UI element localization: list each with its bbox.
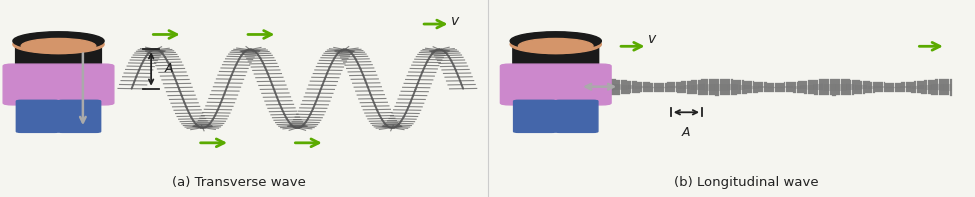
Circle shape [13,32,104,50]
Text: (a) Transverse wave: (a) Transverse wave [172,176,306,189]
Circle shape [510,35,602,54]
FancyBboxPatch shape [3,64,114,105]
Circle shape [13,35,104,54]
FancyBboxPatch shape [58,100,100,132]
FancyBboxPatch shape [514,100,557,132]
Circle shape [21,38,96,54]
Text: A: A [682,126,690,139]
Text: v: v [451,14,459,28]
FancyBboxPatch shape [16,42,101,88]
FancyBboxPatch shape [17,100,59,132]
FancyBboxPatch shape [555,100,598,132]
Text: v: v [648,32,656,46]
FancyBboxPatch shape [513,42,599,88]
Text: (b) Longitudinal wave: (b) Longitudinal wave [674,176,818,189]
Circle shape [519,38,593,54]
FancyBboxPatch shape [500,64,611,105]
Circle shape [510,32,602,50]
Text: A: A [165,62,174,75]
